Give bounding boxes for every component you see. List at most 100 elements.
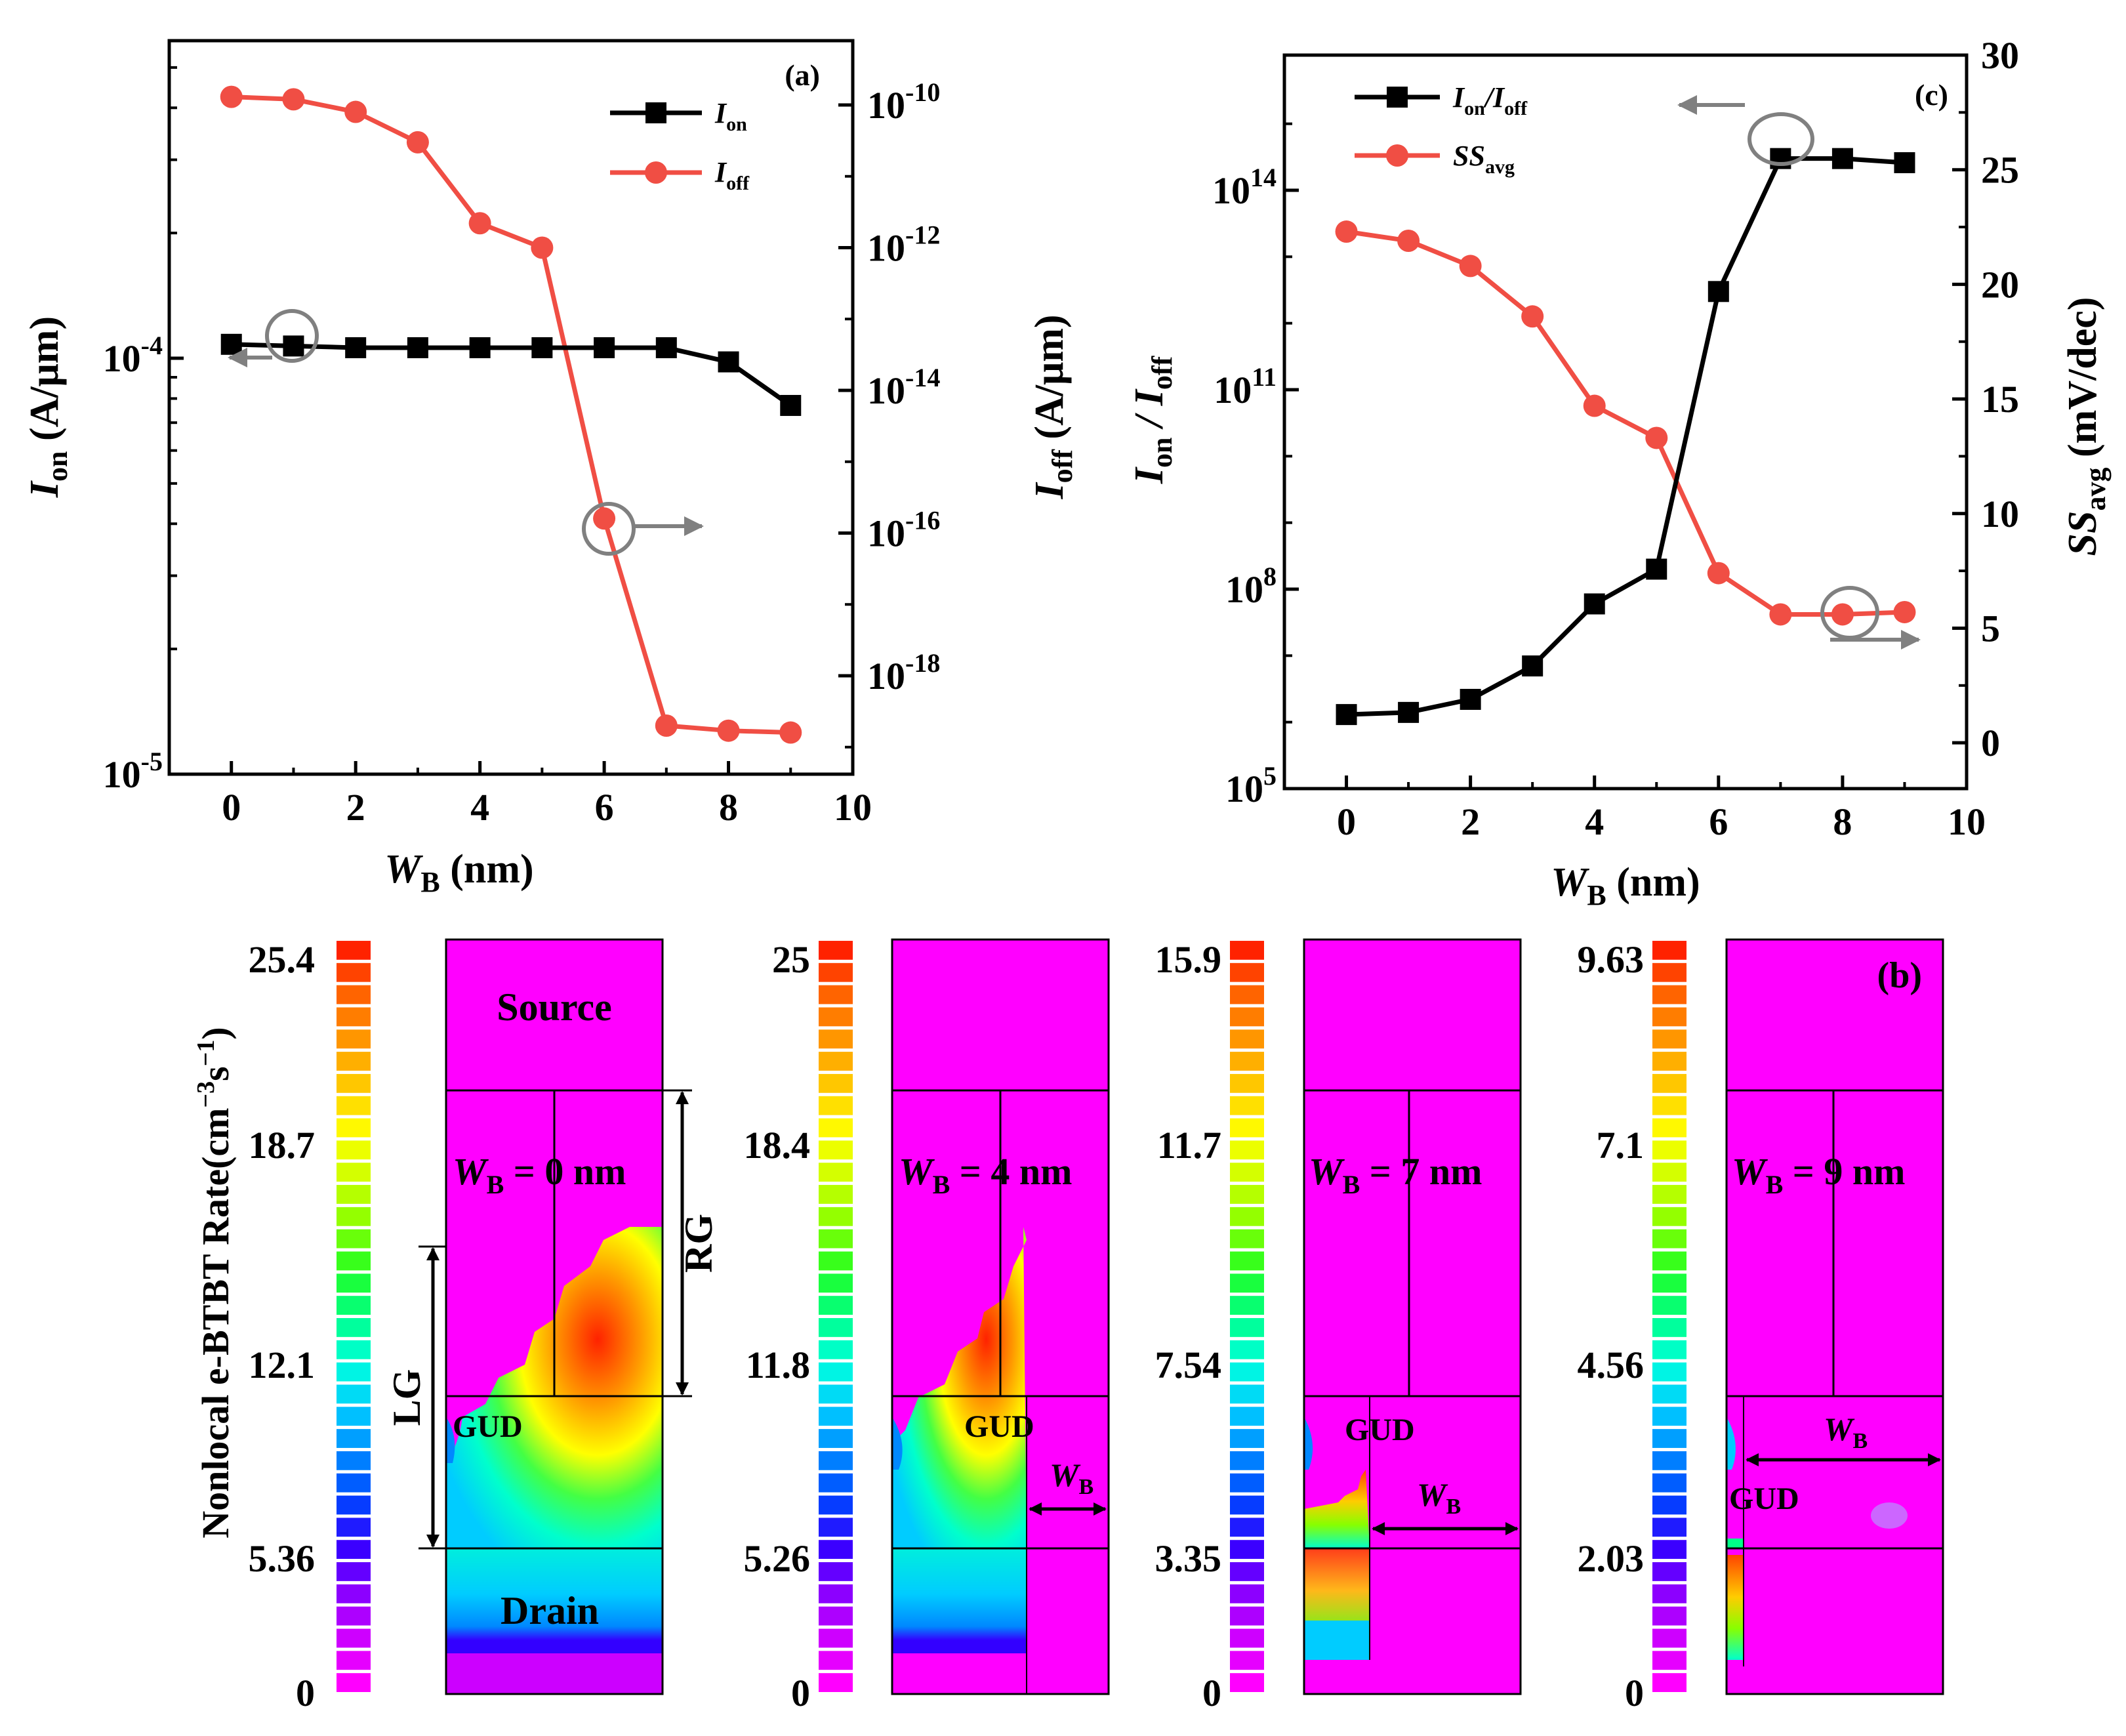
- device-wb-9: GUD WB = 9 nm WB (b): [1725, 938, 1944, 1695]
- colorbar-cell: [1652, 1007, 1686, 1027]
- colorbar-cell: [1230, 962, 1264, 982]
- colorbar-cell: [1230, 1651, 1264, 1670]
- ratio-point: [1646, 558, 1667, 580]
- panel-a-series: [220, 85, 802, 744]
- colorbar-cell: [1652, 1029, 1686, 1049]
- colorbar-cell: [819, 1163, 853, 1182]
- colorbar-cell: [819, 1052, 853, 1071]
- colorbar-cell: [1652, 1362, 1686, 1382]
- colorbar-cell: [1652, 1052, 1686, 1071]
- colorbar-cell: [337, 1628, 371, 1648]
- gud-label-4: GUD: [964, 1409, 1034, 1444]
- colorbar-cell: [1652, 1540, 1686, 1560]
- panel-c: 0 2 4 6 8 10 1014 1011 108 105 0 5 10 15 20 25 30 Ion/Io…: [1127, 34, 2112, 911]
- ratio-point: [1398, 701, 1420, 723]
- ss-point: [1645, 426, 1668, 449]
- colorbar-cell: [819, 1518, 853, 1537]
- colorbar-cell: [337, 985, 371, 1004]
- colorbar-cell: [1652, 1651, 1686, 1670]
- ss-point: [1459, 255, 1482, 278]
- colorbar-cell: [819, 1318, 853, 1337]
- ion-point: [531, 337, 553, 358]
- panel-b-label: (b): [1877, 955, 1922, 996]
- colorbar-tick-label: 3.35: [1155, 1537, 1222, 1580]
- colorbar-cell: [1230, 1606, 1264, 1626]
- c-xtick-label: 0: [1337, 800, 1356, 843]
- series-ioff-line: [231, 94, 791, 735]
- ss-point: [1707, 562, 1730, 585]
- a-xtick-label: 0: [222, 786, 241, 829]
- colorbar-cell: [819, 1073, 853, 1093]
- colorbar-cell: [819, 1273, 853, 1293]
- ion-point: [594, 337, 615, 358]
- colorbar-cell: [1652, 1163, 1686, 1182]
- panel-c-label: (c): [1915, 78, 1948, 112]
- panel-a: 0 2 4 6 8 10 10-4 10-5 10-10 10-12 10-14 10-16 10-18…: [22, 39, 1078, 898]
- colorbar-tick-label: 0: [791, 1672, 810, 1714]
- colorbar-cell: [337, 1052, 371, 1071]
- colorbar-cell: [1652, 1451, 1686, 1470]
- rg-label: RG: [677, 1214, 720, 1273]
- ratio-point: [1707, 281, 1729, 302]
- colorbar-cell: [1652, 1140, 1686, 1160]
- device-wb-7: GUD WB = 7 nm WB: [1303, 938, 1522, 1695]
- wb-arrow-label-7: WB: [1417, 1476, 1461, 1519]
- colorbar-tick-label: 4.56: [1578, 1344, 1645, 1386]
- legend-on-label: Ion: [714, 97, 747, 135]
- colorbar-cell: [337, 1229, 371, 1249]
- colorbar-tick-label: 0: [1625, 1672, 1644, 1714]
- wb-arrow-label-4: WB: [1050, 1457, 1094, 1499]
- colorbar-cell: [819, 1140, 853, 1160]
- ratio-point: [1831, 148, 1853, 169]
- colorbar-cell: [337, 1540, 371, 1560]
- colorbar-cell: [819, 1340, 853, 1359]
- colorbar-cell: [1230, 1207, 1264, 1226]
- series-ratio-line: [1346, 156, 1905, 717]
- colorbar-cell: [337, 1429, 371, 1448]
- panel-c-frame: [1282, 53, 1969, 791]
- colorbar-cell: [1230, 1296, 1264, 1315]
- colorbar-cell: [337, 1207, 371, 1226]
- colorbar-cell: [1652, 1429, 1686, 1448]
- c-ytick-right-label: 0: [1981, 722, 2000, 764]
- ion-point: [469, 337, 491, 358]
- c-ytick-left-label: 105: [1225, 761, 1277, 810]
- colorbar-cell: [337, 1451, 371, 1470]
- ioff-point: [531, 236, 554, 259]
- colorbar-cell: [1230, 1185, 1264, 1204]
- colorbar-cell: [819, 1384, 853, 1404]
- colorbar-cell: [819, 1651, 853, 1670]
- colorbar-cell: [337, 1029, 371, 1049]
- colorbar-cell: [1230, 1540, 1264, 1560]
- panel-b: Nonlocal e-BTBT Rate(cm−3s−1) 25.4 18.7 12…: [192, 938, 1944, 1714]
- ss-point: [1769, 603, 1792, 626]
- ratio-point: [1584, 593, 1605, 615]
- ion-point: [345, 337, 367, 358]
- panel-a-ylabel-right: Ioff (A/μm): [1027, 314, 1078, 499]
- colorbar-cell: [1652, 1273, 1686, 1293]
- colorbar-cell: [819, 1296, 853, 1315]
- colorbar-tick-label: 5.26: [744, 1537, 811, 1580]
- gud-label-0: GUD: [453, 1409, 523, 1444]
- colorbar-cell: [1230, 1163, 1264, 1182]
- ion-point: [283, 335, 304, 357]
- ioff-point: [655, 714, 678, 737]
- c-ytick-left-label: 108: [1225, 562, 1277, 611]
- colorbar-cell: [337, 1584, 371, 1603]
- ss-point: [1397, 229, 1420, 252]
- c-ytick-left-label: 1011: [1214, 362, 1277, 411]
- colorbar-cell: [1230, 1118, 1264, 1138]
- colorbar-cell: [819, 1007, 853, 1027]
- device-wb-0: Source Drain GUD WB = 0 nm RG LG: [385, 938, 720, 1695]
- ratio-point: [1894, 152, 1915, 173]
- colorbar-cell: [1652, 1495, 1686, 1515]
- colorbar-cell: [337, 1163, 371, 1182]
- colorbar-cell: [1652, 1562, 1686, 1581]
- c-ytick-right-label: 30: [1981, 34, 2019, 77]
- colorbar-cell: [1230, 1096, 1264, 1115]
- gud-label-9: GUD: [1729, 1481, 1799, 1516]
- c-ytick-right-label: 15: [1981, 378, 2019, 421]
- a-ytick-right-label: 10-10: [867, 77, 940, 127]
- colorbar-tick-label: 9.63: [1578, 938, 1645, 981]
- colorbar-cell: [1652, 1185, 1686, 1204]
